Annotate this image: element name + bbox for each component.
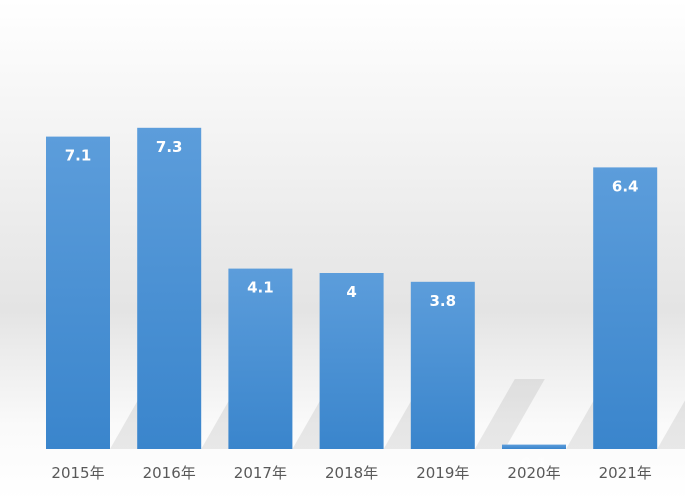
x-tick-label: 2017年 <box>234 464 287 482</box>
data-label: 3.8 <box>430 292 457 310</box>
bar <box>410 281 475 449</box>
data-label: 0.1 <box>521 455 548 473</box>
bar-shadow <box>657 400 685 449</box>
bar-shadow <box>474 379 545 449</box>
data-label: 4 <box>346 283 356 301</box>
x-tick-label: 2021年 <box>599 464 652 482</box>
data-label: 7.1 <box>65 147 92 165</box>
data-label: 6.4 <box>612 177 639 195</box>
x-tick-label: 2018年 <box>325 464 378 482</box>
bar <box>137 127 202 450</box>
x-tick-label: 2015年 <box>51 464 104 482</box>
bar <box>593 167 658 449</box>
x-tick-label: 2020年 <box>507 464 560 482</box>
bar <box>502 444 566 449</box>
x-tick-label: 2016年 <box>143 464 196 482</box>
bar <box>319 273 384 449</box>
x-tick-label: 2019年 <box>416 464 469 482</box>
bar <box>228 268 293 449</box>
bar <box>46 136 110 449</box>
data-label: 4.1 <box>247 279 274 297</box>
data-label: 7.3 <box>156 138 183 156</box>
